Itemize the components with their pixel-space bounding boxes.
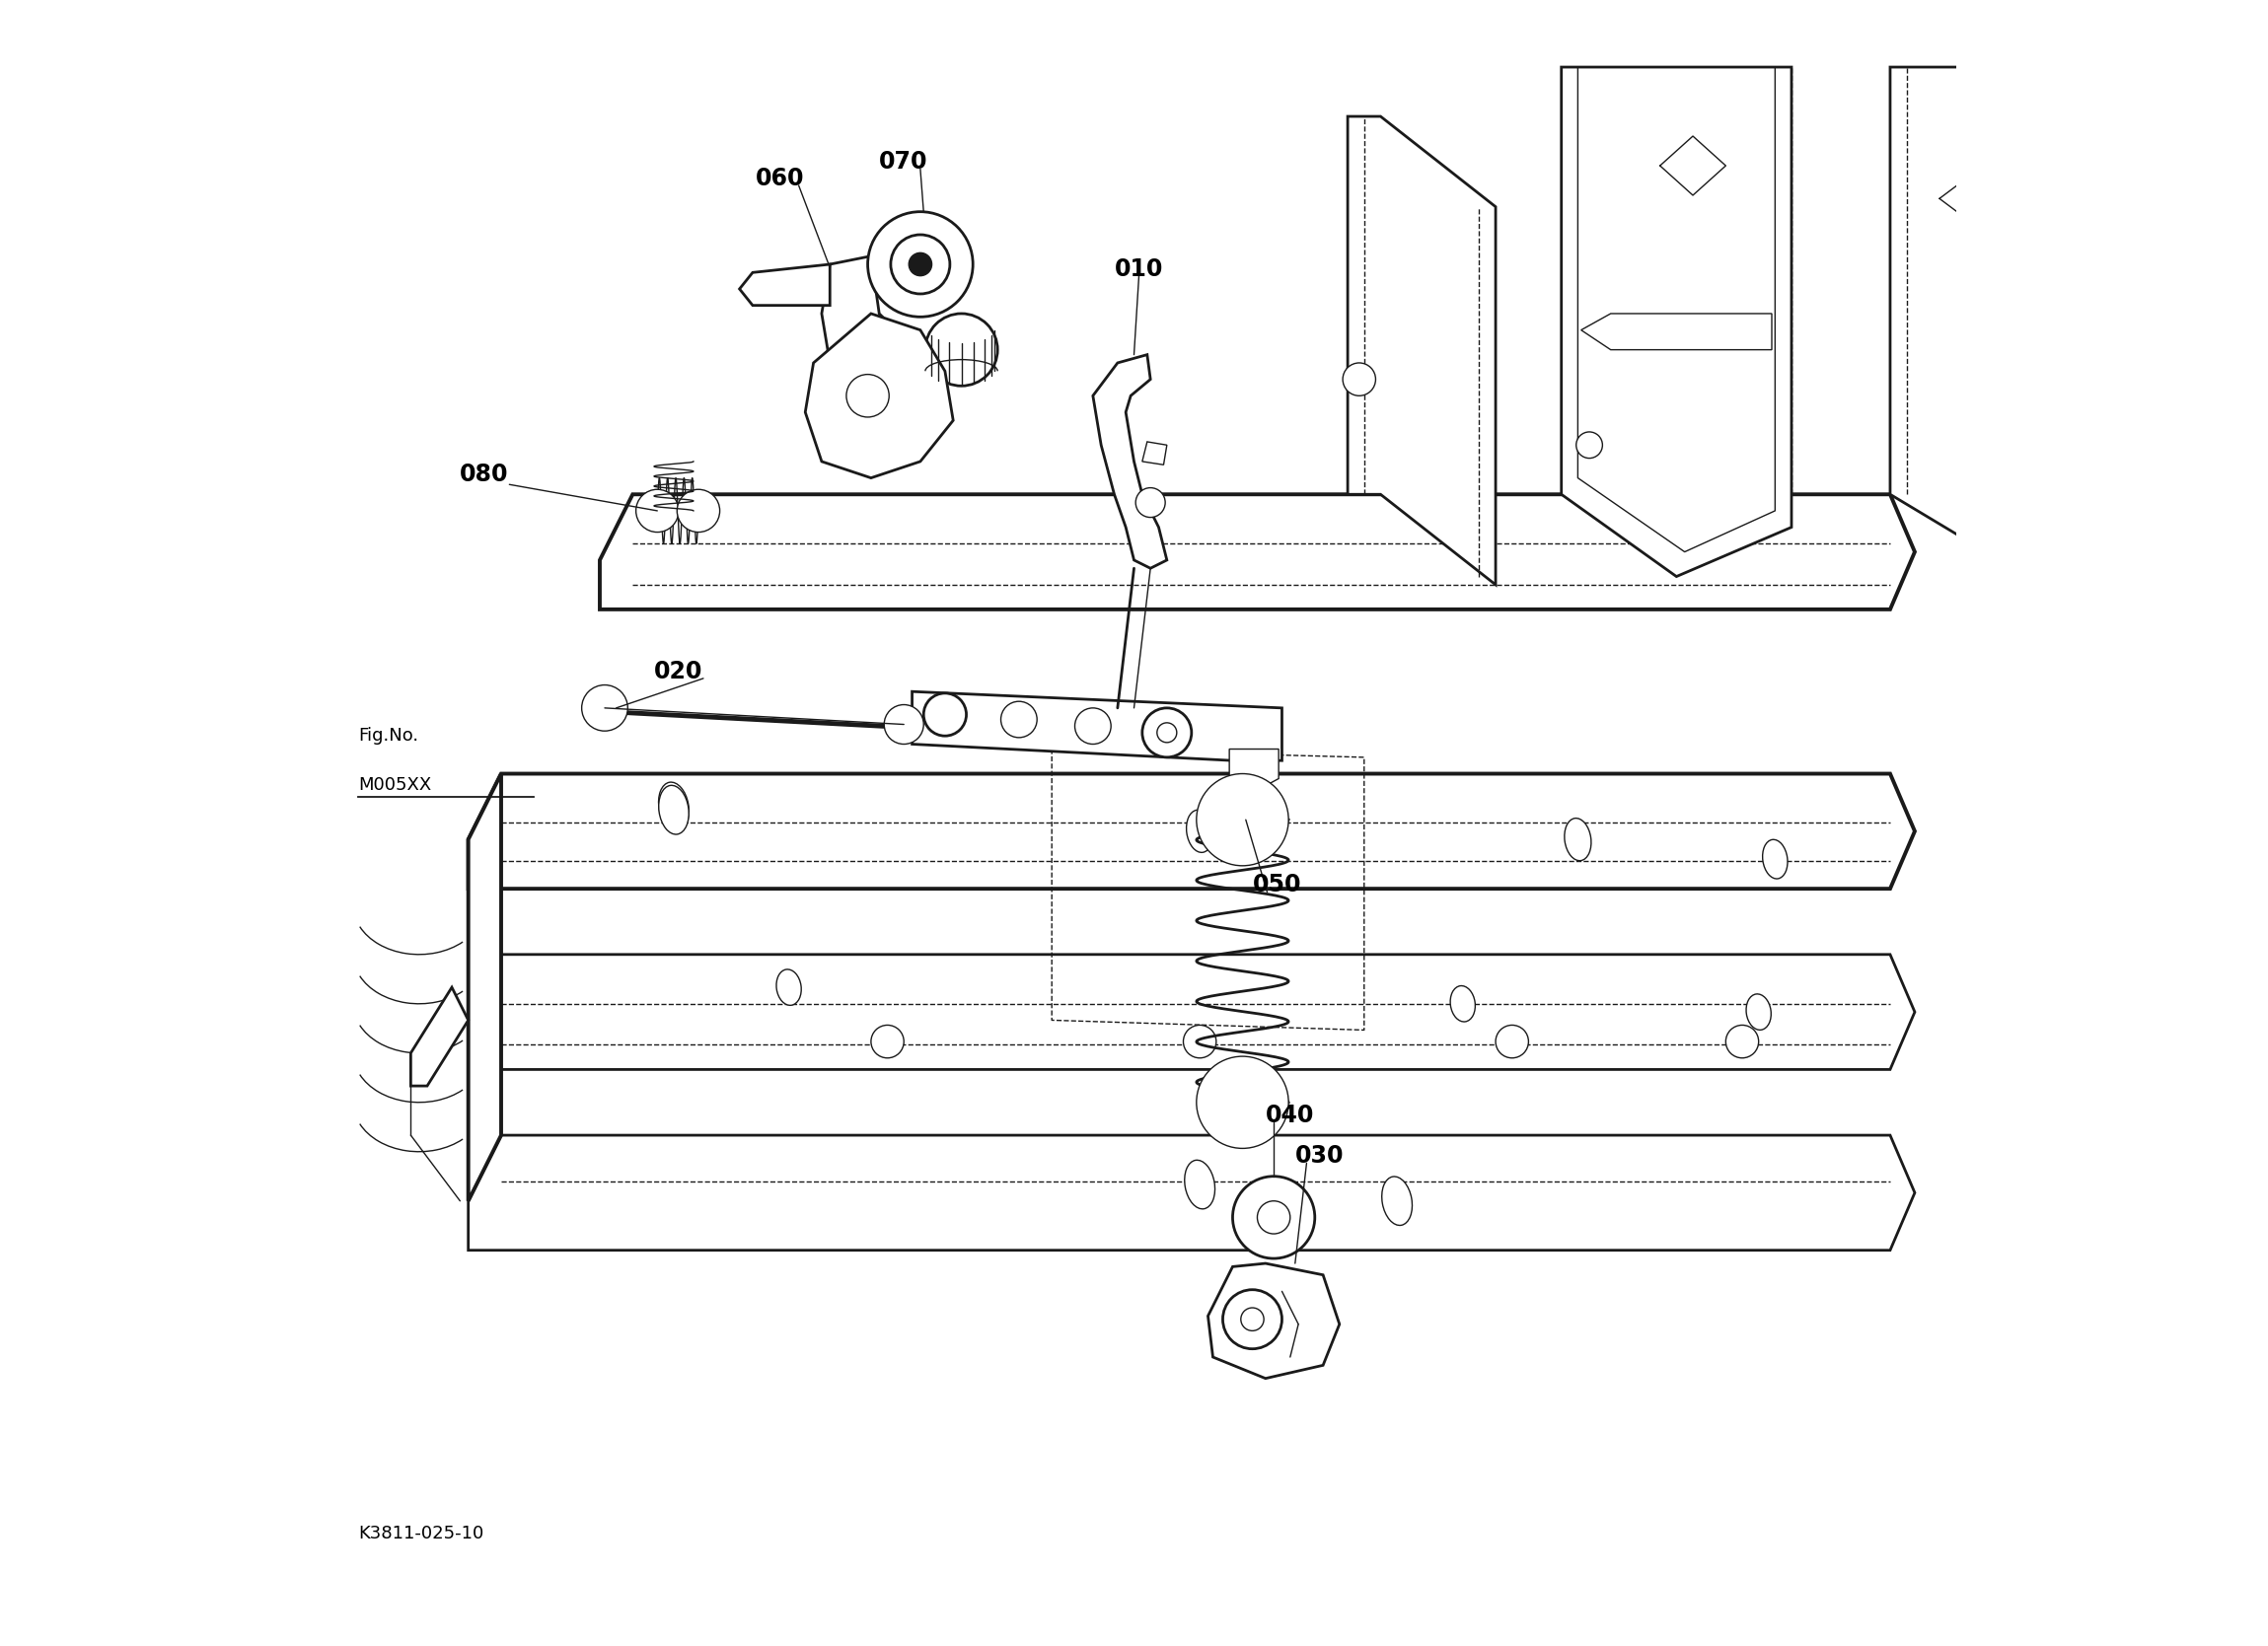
Polygon shape <box>1143 441 1166 464</box>
Text: Fig.No.: Fig.No. <box>358 726 420 744</box>
Polygon shape <box>821 257 896 379</box>
Circle shape <box>1136 487 1166 517</box>
Ellipse shape <box>1746 994 1771 1030</box>
Text: 020: 020 <box>653 660 703 683</box>
Circle shape <box>1075 708 1111 744</box>
Ellipse shape <box>658 782 689 831</box>
Circle shape <box>1184 1025 1216 1058</box>
Text: 080: 080 <box>460 463 508 486</box>
Polygon shape <box>467 774 501 1202</box>
Circle shape <box>871 1025 905 1058</box>
Text: 050: 050 <box>1252 874 1302 897</box>
Text: K3811-025-10: K3811-025-10 <box>358 1524 483 1542</box>
Polygon shape <box>1209 1264 1340 1378</box>
Text: 060: 060 <box>755 166 805 191</box>
Polygon shape <box>912 691 1281 807</box>
Circle shape <box>1343 362 1377 395</box>
Polygon shape <box>1347 117 1495 584</box>
Polygon shape <box>1229 749 1279 790</box>
Polygon shape <box>467 774 1914 889</box>
Circle shape <box>869 212 973 318</box>
Polygon shape <box>739 265 830 306</box>
Circle shape <box>909 253 932 277</box>
Polygon shape <box>467 1136 1914 1251</box>
Ellipse shape <box>658 785 689 835</box>
Circle shape <box>581 685 628 731</box>
Circle shape <box>925 314 998 385</box>
Ellipse shape <box>1449 986 1474 1022</box>
Circle shape <box>1495 1025 1529 1058</box>
Polygon shape <box>1581 314 1771 349</box>
Text: 030: 030 <box>1295 1144 1345 1169</box>
Circle shape <box>1143 708 1191 757</box>
Circle shape <box>846 374 889 416</box>
Circle shape <box>891 235 950 295</box>
Circle shape <box>923 693 966 736</box>
Ellipse shape <box>1565 818 1592 861</box>
Polygon shape <box>467 955 1914 1070</box>
Ellipse shape <box>1184 1160 1216 1208</box>
Polygon shape <box>411 988 467 1086</box>
Polygon shape <box>1093 354 1166 568</box>
Ellipse shape <box>1381 1177 1413 1225</box>
Circle shape <box>678 489 719 532</box>
Circle shape <box>1000 701 1036 737</box>
Circle shape <box>1198 1057 1288 1149</box>
Text: 070: 070 <box>880 150 928 174</box>
Circle shape <box>635 489 678 532</box>
Circle shape <box>1198 774 1288 866</box>
Circle shape <box>1157 723 1177 742</box>
Circle shape <box>1241 1309 1263 1330</box>
Circle shape <box>1726 1025 1758 1058</box>
Text: M005XX: M005XX <box>358 775 431 793</box>
Ellipse shape <box>776 969 801 1006</box>
Circle shape <box>885 704 923 744</box>
Polygon shape <box>599 494 1914 609</box>
Ellipse shape <box>1762 839 1787 879</box>
Text: 010: 010 <box>1114 257 1163 281</box>
Circle shape <box>1222 1290 1281 1348</box>
Ellipse shape <box>1186 810 1213 853</box>
Polygon shape <box>805 314 953 477</box>
Circle shape <box>1256 1202 1290 1234</box>
Polygon shape <box>1889 67 2039 543</box>
Circle shape <box>1232 1177 1315 1259</box>
Text: 040: 040 <box>1266 1103 1313 1128</box>
Polygon shape <box>1560 67 1792 576</box>
Circle shape <box>1576 431 1603 458</box>
